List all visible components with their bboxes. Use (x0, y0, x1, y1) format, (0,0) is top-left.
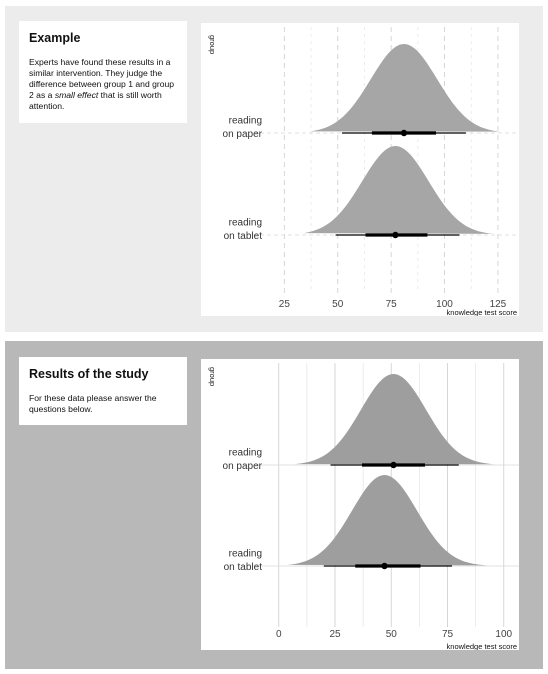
group-label: reading (229, 218, 262, 229)
example-plot: reading on paper reading on tablet 25 50 75 100… (201, 23, 519, 317)
group-label: on tablet (224, 231, 263, 242)
x-axis-label: knowledge test score (447, 308, 517, 316)
x-tick-label: 50 (332, 299, 344, 310)
x-tick-label: 50 (386, 629, 398, 640)
example-panel: Example Experts have found these results… (5, 6, 543, 332)
group-label: reading (229, 116, 262, 127)
results-plot: reading on paper reading on tablet 0 25 50 75 10… (201, 359, 519, 651)
group-label: on tablet (224, 562, 263, 573)
results-chart: reading on paper reading on tablet 0 25 50 75 10… (208, 363, 519, 651)
point-estimate (381, 562, 388, 570)
x-tick-label: 100 (495, 629, 512, 640)
x-tick-label: 25 (279, 299, 291, 310)
point-estimate (400, 129, 408, 137)
x-tick-label: 75 (442, 629, 454, 640)
y-axis-label: group (208, 35, 217, 54)
example-text: Experts have found these results in a si… (29, 57, 175, 111)
results-title: Results of the study (29, 367, 149, 381)
point-estimate (392, 231, 399, 239)
results-text: For these data please answer the questio… (29, 393, 157, 414)
group-label: on paper (223, 129, 263, 140)
group-label: on paper (223, 461, 263, 472)
example-chart: reading on paper reading on tablet 25 50 75 100… (208, 27, 519, 317)
x-tick-label: 0 (276, 629, 282, 640)
density-curve (294, 374, 495, 465)
x-axis-label: knowledge test score (447, 642, 517, 650)
example-title: Example (29, 31, 81, 45)
density-curve (303, 146, 494, 234)
density-curve (287, 475, 488, 566)
example-card: Example Experts have found these results… (19, 21, 187, 123)
x-tick-label: 100 (436, 299, 453, 310)
point-estimate (390, 461, 397, 469)
x-tick-label: 125 (490, 299, 507, 310)
y-axis-label: group (208, 367, 217, 386)
x-tick-label: 25 (329, 629, 341, 640)
density-curve (309, 44, 501, 132)
results-card: Results of the study For these data plea… (19, 357, 187, 425)
x-tick-label: 75 (386, 299, 398, 310)
group-label: reading (229, 448, 262, 459)
results-panel: Results of the study For these data plea… (5, 341, 543, 669)
group-label: reading (229, 549, 262, 560)
